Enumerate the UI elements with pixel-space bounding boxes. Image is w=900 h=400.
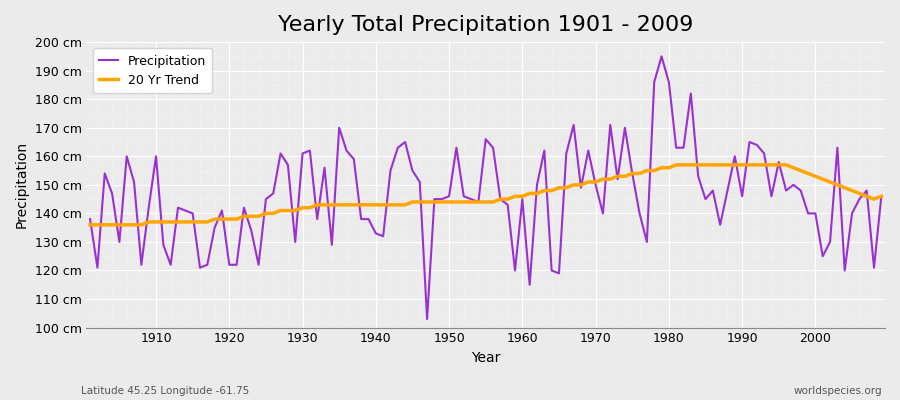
Text: worldspecies.org: worldspecies.org — [794, 386, 882, 396]
Title: Yearly Total Precipitation 1901 - 2009: Yearly Total Precipitation 1901 - 2009 — [278, 15, 693, 35]
Precipitation — [143, 205, 154, 210]
Precipitation — [85, 217, 95, 222]
Precipitation — [612, 177, 623, 182]
Precipitation — [517, 197, 527, 202]
Legend: Precipitation, 20 Yr Trend: Precipitation, 20 Yr Trend — [93, 48, 212, 93]
20 Yr Trend — [85, 222, 95, 227]
Precipitation — [348, 157, 359, 162]
20 Yr Trend — [517, 194, 527, 199]
20 Yr Trend — [348, 202, 359, 207]
Y-axis label: Precipitation: Precipitation — [15, 141, 29, 228]
Line: 20 Yr Trend: 20 Yr Trend — [90, 165, 881, 225]
Precipitation — [422, 317, 433, 322]
Precipitation — [876, 194, 886, 199]
20 Yr Trend — [670, 162, 681, 167]
Line: Precipitation: Precipitation — [90, 56, 881, 319]
Text: Latitude 45.25 Longitude -61.75: Latitude 45.25 Longitude -61.75 — [81, 386, 249, 396]
20 Yr Trend — [304, 205, 315, 210]
20 Yr Trend — [876, 194, 886, 199]
X-axis label: Year: Year — [471, 351, 500, 365]
Precipitation — [525, 282, 535, 287]
20 Yr Trend — [509, 194, 520, 199]
Precipitation — [304, 148, 315, 153]
20 Yr Trend — [605, 177, 616, 182]
Precipitation — [656, 54, 667, 59]
20 Yr Trend — [143, 220, 154, 224]
